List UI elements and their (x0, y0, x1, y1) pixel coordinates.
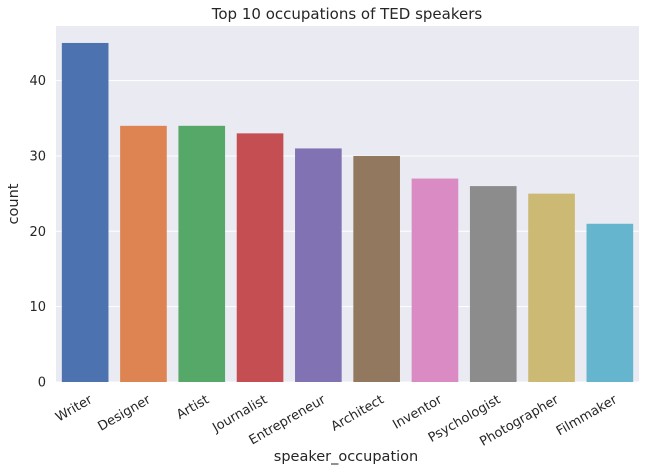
bar (353, 155, 400, 382)
y-axis-label: count (6, 183, 22, 224)
y-tick-label: 0 (38, 376, 46, 391)
x-axis-label: speaker_occupation (274, 449, 418, 465)
y-tick-label: 20 (29, 225, 46, 240)
x-tick-label: Filmmaker (554, 392, 620, 439)
bar (295, 148, 342, 382)
x-tick-labels: Writer Designer ArtistJournalistEntreprene… (53, 392, 620, 450)
bar (411, 178, 459, 382)
x-tick-label: Designer (96, 392, 154, 434)
x-tick-label: Writer (53, 392, 95, 425)
y-tick-label: 40 (29, 74, 46, 89)
bar (469, 186, 517, 382)
y-tick-label: 30 (29, 149, 46, 164)
x-tick-label: Artist (174, 392, 212, 422)
y-tick-labels: 0 10 20 30 40 (29, 74, 46, 390)
bar (178, 125, 226, 382)
chart-title: Top 10 occupations of TED speakers (211, 5, 483, 23)
bars (61, 42, 634, 382)
bar (528, 193, 575, 382)
bar (61, 42, 109, 382)
bar (236, 133, 284, 382)
y-tick-label: 10 (29, 300, 46, 315)
x-tick-label: Architect (329, 392, 387, 434)
bar (120, 125, 167, 382)
bar (586, 223, 634, 382)
